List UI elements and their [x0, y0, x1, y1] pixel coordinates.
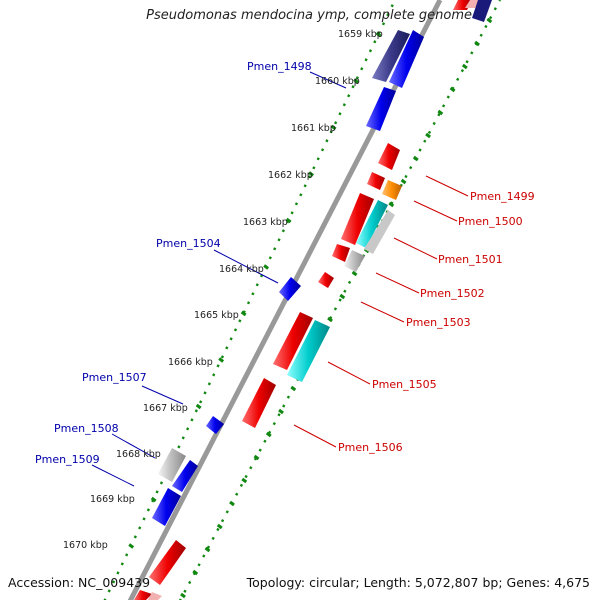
gene-pmen-1500-rev	[341, 193, 374, 245]
inner-tick	[412, 155, 419, 162]
gene-pmen-1508	[158, 448, 186, 482]
inner-tick	[216, 523, 223, 530]
kbp-labels: 1659 kbp 1660 kbp 1661 kbp 1662 kbp 1663…	[63, 29, 383, 551]
inner-tick	[327, 316, 333, 323]
genome-backbone	[125, 0, 443, 604]
genome-summary: Topology: circular; Length: 5,072,807 bp…	[246, 575, 590, 590]
gene-label-pmen-1503: Pmen_1503	[406, 316, 471, 329]
gene-pmen-1504	[279, 277, 301, 301]
gene-bottom-red	[134, 590, 152, 600]
kbp-tick	[218, 357, 225, 363]
gene-rev-4	[273, 312, 313, 370]
kbp-label: 1668 kbp	[116, 449, 161, 460]
gene-rev-5	[149, 540, 186, 585]
forward-gene-labels: Pmen_1498 Pmen_1504 Pmen_1507 Pmen_1508 …	[35, 60, 312, 466]
kbp-label: 1669 kbp	[90, 494, 135, 505]
callout-lines	[91, 71, 469, 487]
inner-tick	[486, 17, 493, 24]
inner-tick	[351, 270, 358, 277]
inner-tick	[388, 201, 395, 208]
gene-label-pmen-1501: Pmen_1501	[438, 253, 503, 266]
kbp-tick	[263, 264, 270, 270]
kbp-tick	[375, 31, 382, 38]
kbp-tick	[128, 543, 135, 549]
kbp-tick	[195, 403, 202, 410]
kbp-label: 1659 kbp	[338, 29, 383, 40]
kbp-label: 1670 kbp	[63, 540, 108, 551]
gene-label-pmen-1507: Pmen_1507	[82, 371, 147, 384]
inner-tick	[290, 385, 297, 392]
kbp-tick	[285, 217, 292, 224]
gene-label-pmen-1499: Pmen_1499	[470, 190, 535, 203]
gene-pmen-1507	[206, 416, 224, 434]
inner-ring-ticks	[180, 17, 493, 599]
kbp-label: 1665 kbp	[194, 310, 239, 321]
gene-fwd-3	[172, 460, 198, 492]
gene-label-pmen-1508: Pmen_1508	[54, 422, 119, 435]
genome-title: Pseudomonas mendocina ymp, complete geno…	[146, 8, 472, 23]
gene-pmen-1509	[152, 488, 181, 526]
inner-tick	[241, 477, 248, 484]
inner-tick	[192, 569, 199, 576]
gene-pmen-1503	[318, 272, 334, 288]
gene-label-pmen-1504: Pmen_1504	[156, 237, 221, 250]
gene-rev-3	[332, 244, 350, 262]
inner-tick	[474, 40, 480, 47]
gene-pmen-1501	[364, 210, 395, 254]
gene-label-pmen-1500: Pmen_1500	[458, 215, 523, 228]
accession-label: Accession: NC_009439	[8, 575, 151, 590]
inner-tick	[461, 63, 468, 70]
kbp-label: 1661 kbp	[291, 123, 336, 134]
outer-dotted-ring	[101, 0, 397, 604]
gene-rev-1	[378, 143, 400, 170]
gene-pmen-1502	[344, 250, 365, 272]
kbp-tick	[353, 78, 359, 84]
gene-top-dark	[472, 0, 492, 22]
kbp-label: 1660 kbp	[315, 76, 360, 87]
gene-label-pmen-1498: Pmen_1498	[247, 60, 312, 73]
gene-fwd-1	[389, 30, 424, 88]
kbp-tick	[240, 310, 247, 317]
inner-tick	[339, 293, 346, 300]
inner-tick	[180, 592, 186, 599]
gene-label-pmen-1505: Pmen_1505	[372, 378, 437, 391]
kbp-tick	[308, 171, 314, 177]
inner-tick	[437, 109, 444, 116]
inner-tick	[449, 86, 456, 93]
gene-label-pmen-1502: Pmen_1502	[420, 287, 485, 300]
inner-tick	[253, 454, 260, 461]
gene-rev-2	[367, 172, 385, 190]
gene-pmen-1498	[372, 30, 410, 82]
gene-pmen-1500	[356, 200, 388, 248]
kbp-label: 1662 kbp	[268, 170, 313, 181]
gene-fwd-2	[366, 87, 396, 131]
gene-pmen-1505	[287, 320, 330, 382]
kbp-label: 1666 kbp	[168, 357, 213, 368]
inner-tick	[229, 500, 235, 507]
kbp-tick	[330, 124, 337, 131]
inner-tick	[204, 546, 211, 553]
kbp-label: 1663 kbp	[243, 217, 288, 228]
inner-tick	[265, 431, 272, 438]
gene-label-pmen-1509: Pmen_1509	[35, 453, 100, 466]
kbp-label: 1664 kbp	[219, 264, 264, 275]
gene-pmen-1506	[242, 378, 276, 428]
gene-pmen-1499	[382, 180, 402, 200]
reverse-gene-labels: Pmen_1499 Pmen_1500 Pmen_1501 Pmen_1502 …	[338, 190, 535, 454]
inner-tick	[425, 132, 431, 139]
inner-tick	[278, 408, 284, 415]
gene-bottom-pale	[148, 592, 162, 600]
gene-track	[134, 0, 492, 600]
inner-tick	[400, 178, 407, 185]
gene-label-pmen-1506: Pmen_1506	[338, 441, 403, 454]
kbp-label: 1667 kbp	[143, 403, 188, 414]
kbp-tick	[150, 496, 157, 503]
